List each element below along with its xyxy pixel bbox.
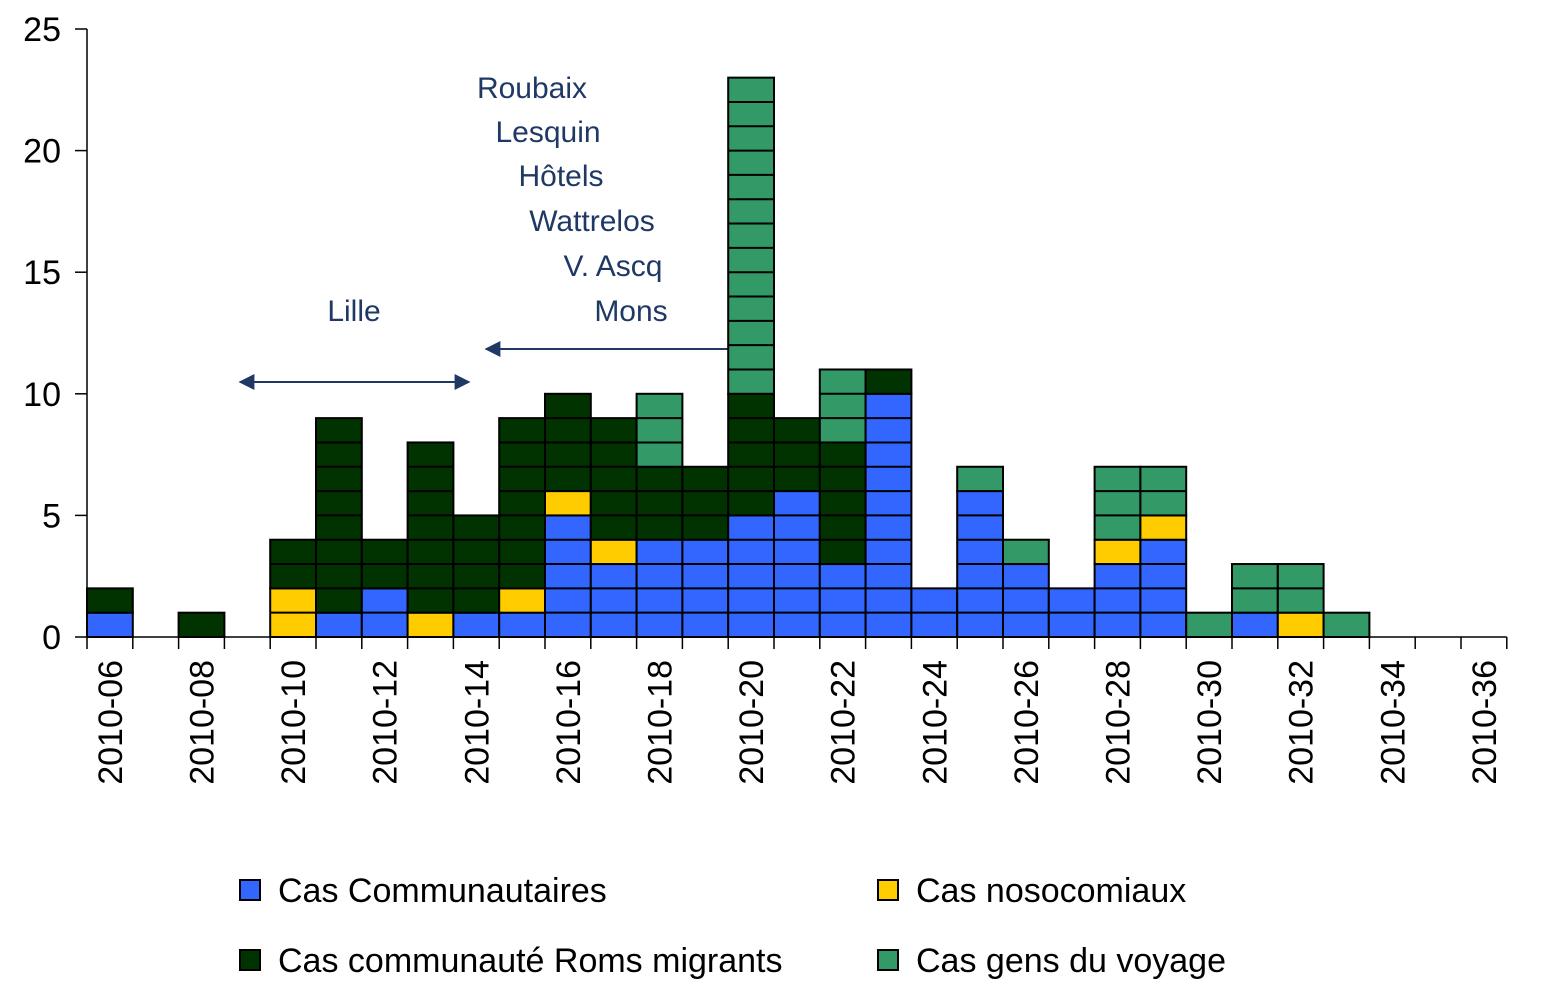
bar-segment [1093,538,1142,566]
bar-segment [818,368,867,444]
bar-segment [177,611,226,638]
x-tick-label: 2010-36 [1466,660,1504,785]
y-tick-label: 5 [42,497,61,535]
bar-segment [635,465,684,541]
x-tick-label: 2010-28 [1100,660,1138,785]
x-tick-label: 2010-16 [550,660,588,785]
legend-swatch [877,879,899,901]
bar-segment [1002,538,1050,566]
legend-swatch [239,949,261,971]
y-tick-label: 20 [23,133,61,171]
x-tick-label: 2010-12 [367,660,405,785]
annotation: Hôtels [518,160,603,193]
annotation: V. Ascq [564,250,663,283]
bar-segment [544,514,592,639]
x-tick-label: 2010-24 [916,660,954,785]
bar-segment [406,441,455,614]
annotation: Lille [327,295,380,328]
annotation: Lesquin [495,116,600,149]
x-tick-label: 2010-18 [642,660,680,785]
bar-segment [1276,611,1325,638]
bar-segment [315,611,363,638]
legend-swatch [239,879,261,901]
bar-segment [727,514,776,639]
x-tick-label: 2010-20 [733,660,771,785]
bar-segment [406,611,455,638]
y-tick-label: 10 [23,376,61,414]
legend-label: Cas gens du voyage [916,942,1226,980]
bar-segment [864,368,913,395]
y-tick-label: 0 [42,619,61,657]
x-tick-label: 2010-22 [825,660,863,785]
annotation: Wattrelos [529,205,655,238]
bar-segment [86,611,134,638]
bar-segment [1231,611,1279,638]
bar-segment [589,563,638,638]
bar-segment [1093,465,1142,541]
bar-segment [635,392,684,468]
bar-segment [1093,563,1142,638]
x-tick-label: 2010-34 [1374,660,1412,785]
x-tick-label: 2010-26 [1008,660,1046,785]
y-tick-label: 25 [23,11,61,49]
annotation: Roubaix [477,72,587,105]
bar-segment [956,465,1005,493]
annotation: Mons [594,295,667,328]
bar-segment [86,587,134,614]
bar-segment [773,417,821,493]
x-tick-label: 2010-06 [92,660,130,785]
x-tick-label: 2010-08 [184,660,222,785]
bar-segment [727,76,776,395]
bar-segment [544,490,592,517]
legend-label: Cas nosocomiaux [916,872,1186,910]
bar-segment [818,563,867,638]
bar-segment [681,465,730,541]
x-tick-label: 2010-14 [458,660,496,785]
bar-segment [1002,563,1050,638]
bar-segment [589,538,638,566]
bar-segment [727,392,776,517]
x-tick-label: 2010-10 [275,660,313,785]
bar-segment [818,441,867,566]
bar-segment [1185,611,1233,638]
bar-segment [452,611,501,638]
legend-label: Cas communauté Roms migrants [278,942,783,980]
bar-segment [1139,514,1188,541]
bar-segment [498,417,547,590]
bar-segment [1322,611,1371,638]
x-tick-label: 2010-30 [1191,660,1229,785]
bar-segment [589,417,638,541]
x-tick-label: 2010-32 [1283,660,1321,785]
bar-segment [498,611,547,638]
legend-label: Cas Communautaires [278,872,607,910]
legend-swatch [877,949,899,971]
annotations: Roubaix Lesquin Hôtels Wattrelos V. Ascq… [238,72,749,390]
bar-segment [498,587,547,614]
y-tick-label: 15 [23,254,61,292]
